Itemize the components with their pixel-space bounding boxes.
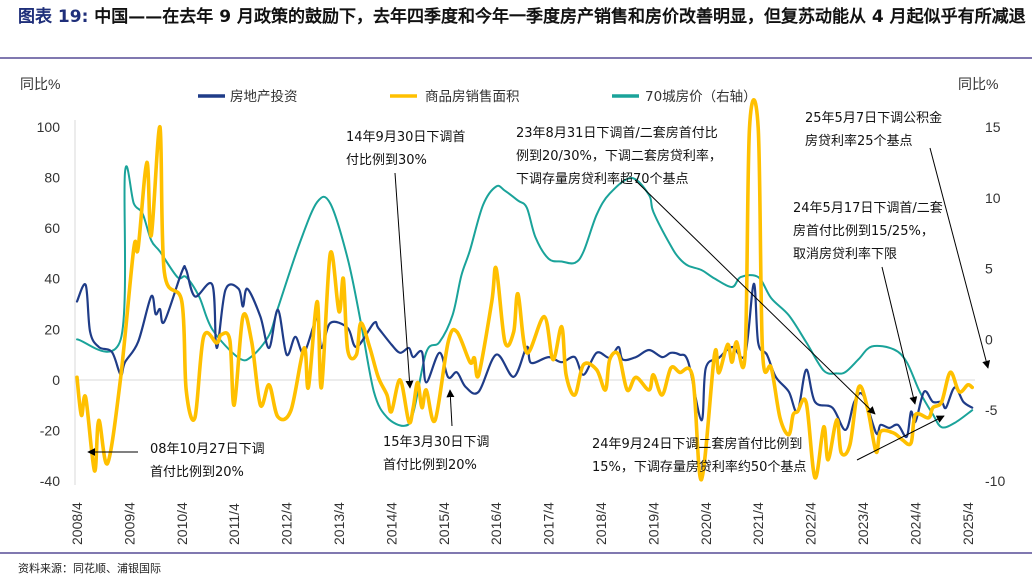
- x-tick-label: 2009/4: [121, 502, 137, 545]
- top-rule: [0, 57, 1032, 59]
- left-tick-label: -40: [40, 473, 60, 489]
- arrow-2023: [634, 179, 876, 415]
- figure-number: 图表 19:: [18, 7, 89, 27]
- annotation-line: 15年3月30日下调: [383, 435, 489, 450]
- x-tick-label: 2016/4: [488, 502, 504, 545]
- right-tick-label: 0: [985, 331, 993, 347]
- left-tick-label: 20: [44, 321, 60, 337]
- x-tick-label: 2025/4: [960, 502, 976, 545]
- x-tick-label: 2012/4: [279, 502, 295, 545]
- annotation-line: 房首付比例到15/25%，: [793, 223, 934, 239]
- x-tick-label: 2023/4: [855, 502, 871, 545]
- right-axis-label: 同比%: [958, 76, 998, 92]
- annotation-line: 14年9月30日下调首: [346, 130, 465, 145]
- annotation-line: 下调存量房贷利率超70个基点: [516, 171, 689, 187]
- right-tick-label: 5: [985, 261, 993, 277]
- source-note: 资料来源：同花顺、浦银国际: [18, 562, 161, 575]
- annotation-line: 例到20/30%，下调二套房贷利率，: [516, 148, 722, 164]
- x-tick-label: 2010/4: [174, 502, 190, 545]
- legend-label: 房地产投资: [230, 89, 298, 105]
- annotation-line: 房贷利率25个基点: [805, 133, 913, 149]
- arrow-2024-sep: [856, 415, 945, 461]
- annotation-line: 23年8月31日下调首/二套房首付比: [516, 125, 718, 141]
- title-text: 中国——在去年 9 月政策的鼓励下，去年四季度和今年一季度房产销售和房价改善明显…: [94, 7, 1026, 27]
- left-tick-label: 40: [44, 271, 60, 287]
- x-tick-label: 2018/4: [593, 502, 609, 545]
- arrow-2025-may: [929, 147, 991, 369]
- left-tick-label: 100: [37, 119, 61, 135]
- x-tick-label: 2014/4: [383, 502, 399, 545]
- annotation-line: 24年5月17日下调首/二套: [793, 200, 943, 216]
- annotation-line: 25年5月7日下调公积金: [805, 110, 942, 126]
- legend-label: 70城房价（右轴）: [645, 89, 757, 105]
- x-tick-label: 2013/4: [331, 502, 347, 545]
- arrow-2015: [446, 389, 455, 427]
- x-tick-label: 2020/4: [698, 502, 714, 545]
- x-tick-label: 2024/4: [907, 502, 923, 545]
- x-tick-label: 2008/4: [69, 502, 85, 545]
- series-line-2: [76, 165, 974, 429]
- annotation: 24年9月24日下调二套房首付比例到 15%，下调存量房贷利率约50个基点: [592, 436, 806, 475]
- x-tick-label: 2022/4: [803, 502, 819, 545]
- arrow-2024-may: [881, 266, 918, 405]
- annotation-line: 取消房贷利率下限: [793, 246, 897, 262]
- series-line-0: [75, 265, 974, 439]
- annotation-line: 首付比例到20%: [150, 465, 244, 480]
- right-tick-label: 15: [985, 119, 1001, 135]
- left-tick-label: 0: [52, 372, 60, 388]
- annotation-line: 付比例到30%: [346, 153, 427, 168]
- x-tick-label: 2017/4: [541, 502, 557, 545]
- right-tick-label: -10: [985, 473, 1005, 489]
- series-line-1: [75, 98, 974, 482]
- left-axis-label: 同比%: [20, 76, 60, 92]
- right-tick-label: 10: [985, 190, 1001, 206]
- left-tick-label: 60: [44, 220, 60, 236]
- legend-label: 商品房销售面积: [425, 89, 520, 105]
- x-tick-label: 2019/4: [645, 502, 661, 545]
- left-tick-label: -20: [40, 422, 60, 438]
- annotation-line: 24年9月24日下调二套房首付比例到: [592, 436, 802, 452]
- annotation-line: 08年10月27日下调: [150, 442, 265, 457]
- annotation-arrows: [87, 147, 991, 461]
- bottom-rule: [0, 552, 1032, 554]
- x-tick-label: 2021/4: [750, 502, 766, 545]
- annotation-line: 15%，下调存量房贷利率约50个基点: [592, 459, 806, 475]
- arrow-2014: [394, 172, 414, 389]
- x-tick-label: 2015/4: [436, 502, 452, 545]
- chart-title: 图表 19: 中国——在去年 9 月政策的鼓励下，去年四季度和今年一季度房产销售…: [18, 4, 1028, 31]
- left-tick-label: 80: [44, 170, 60, 186]
- annotation-line: 首付比例到20%: [383, 458, 477, 473]
- legend: 房地产投资 商品房销售面积 70城房价（右轴）: [198, 89, 757, 105]
- x-tick-label: 2011/4: [226, 503, 242, 545]
- right-tick-label: -5: [985, 402, 998, 418]
